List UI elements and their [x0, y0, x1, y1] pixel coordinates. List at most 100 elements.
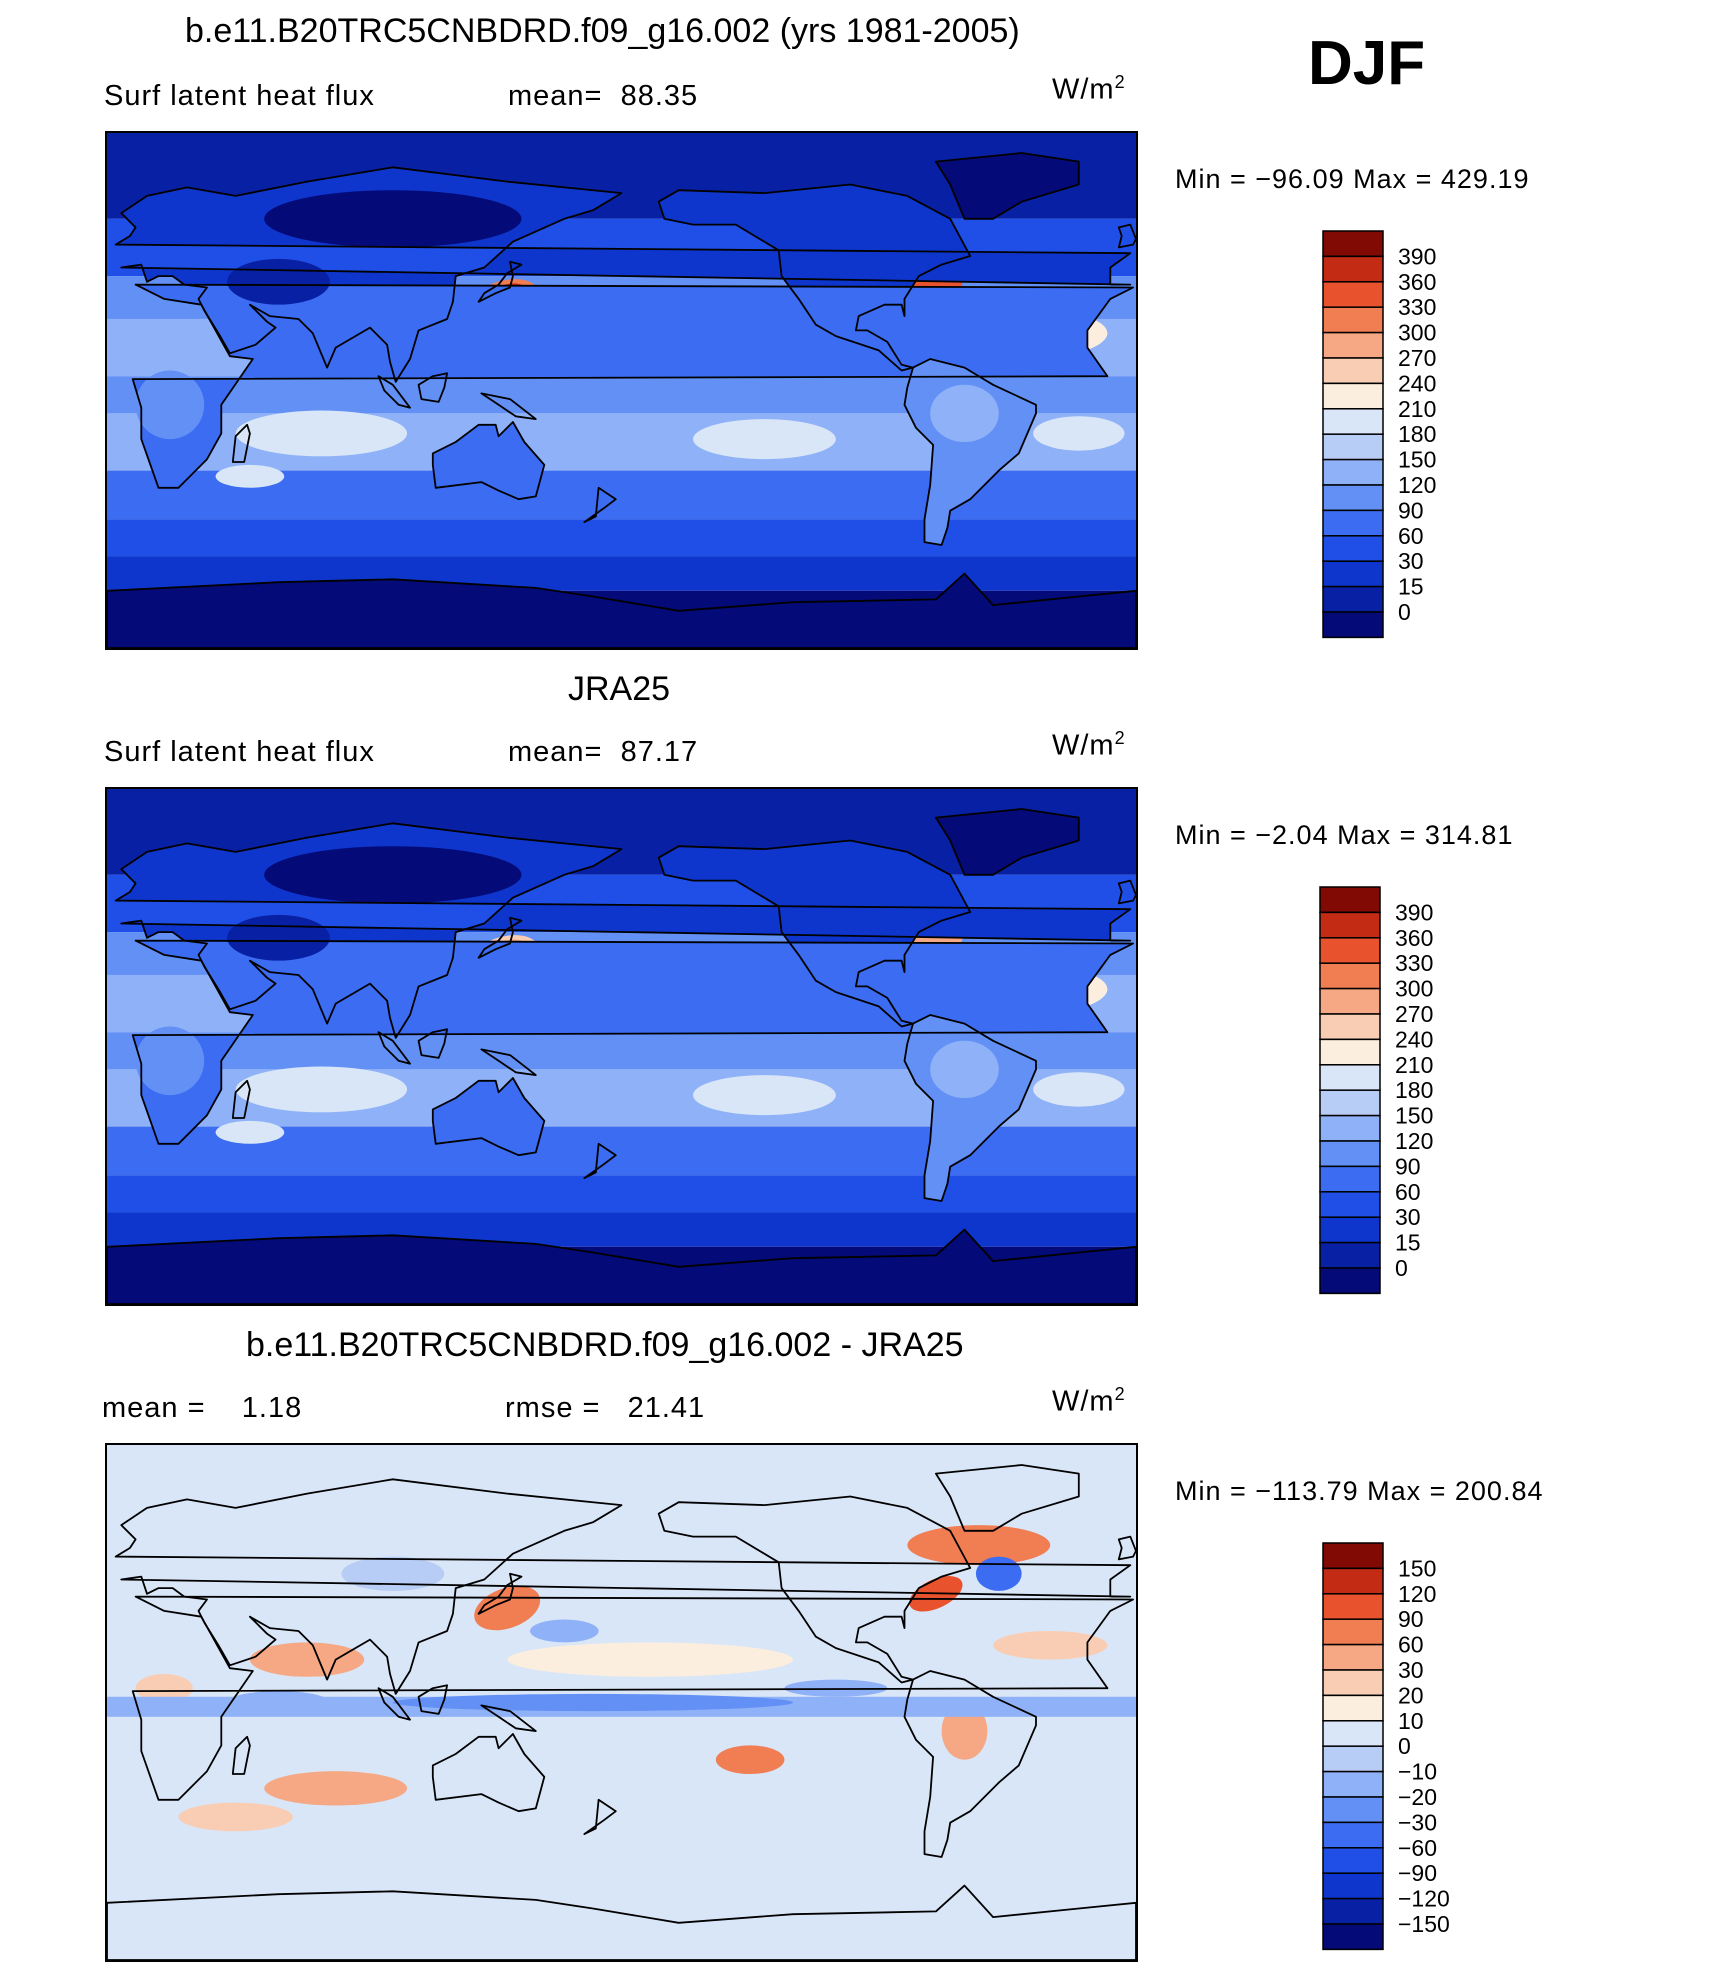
colorbar-swatch — [1322, 1745, 1384, 1773]
colorbar-swatch — [1322, 1821, 1384, 1849]
coastline-antarctic — [107, 1884, 1136, 1960]
colorbar-tick-label: 60 — [1398, 523, 1424, 549]
map-panel-diff — [105, 1443, 1138, 1962]
contour-region — [432, 422, 545, 500]
coastline-sumatra — [377, 1031, 411, 1065]
contour-region — [692, 1075, 836, 1116]
contour-band — [107, 519, 1136, 557]
colorbar-swatch — [1322, 1897, 1384, 1925]
units-exp-obs: 2 — [1114, 728, 1126, 748]
colorbar-swatch — [1322, 281, 1384, 308]
map-svg — [107, 133, 1136, 648]
variable-label-model: Surf latent heat flux — [104, 80, 375, 112]
mean-label-obs: mean= 87.17 — [508, 736, 698, 769]
contour-region — [692, 419, 836, 460]
colorbar-swatch — [1319, 1038, 1381, 1066]
contour-region — [264, 190, 522, 248]
coastline-borneo — [417, 1684, 448, 1715]
colorbar-tick-label: 90 — [1398, 1606, 1424, 1632]
colorbar-tick-label: 360 — [1398, 269, 1436, 295]
colorbar-swatch — [1322, 1770, 1384, 1798]
coastline-borneo — [417, 372, 448, 403]
colorbar-tick-label: −90 — [1398, 1860, 1437, 1886]
coastline-africa — [131, 939, 1134, 1145]
mean-value-model: 88.35 — [620, 80, 699, 112]
colorbar-tick-label: −20 — [1398, 1784, 1437, 1810]
coastline-uk — [1117, 879, 1136, 905]
colorbar-tick-label: 300 — [1398, 320, 1436, 346]
contour-region — [392, 1693, 793, 1712]
colorbar-tick-label: 240 — [1398, 370, 1436, 396]
contour-region — [658, 184, 971, 371]
minmax-label-model: Min = −96.09 Max = 429.19 — [1175, 164, 1530, 194]
coastline-samerica — [903, 1670, 1037, 1858]
panel-title-diff: b.e11.B20TRC5CNBDRD.f09_g16.002 - JRA25 — [246, 1326, 964, 1364]
map-panel-obs — [105, 787, 1138, 1306]
coastline-australia — [431, 1077, 546, 1157]
colorbar-tick-label: 0 — [1395, 1255, 1408, 1281]
coastline-eurasia — [114, 822, 1132, 1039]
panel-title-model: b.e11.B20TRC5CNBDRD.f09_g16.002 (yrs 198… — [185, 12, 1020, 50]
colorbar-swatch — [1319, 1191, 1381, 1218]
coastline-africa — [131, 1595, 1134, 1801]
colorbar-swatch — [1319, 1140, 1381, 1168]
contour-region — [432, 1078, 545, 1156]
units-exp-diff: 2 — [1114, 1384, 1126, 1404]
colorbar-swatch — [1322, 1872, 1384, 1900]
colorbar-tick-label: 150 — [1395, 1103, 1433, 1129]
coastline-ng — [480, 1048, 537, 1076]
colorbar-swatch — [1319, 1267, 1381, 1295]
contour-region — [178, 1802, 293, 1832]
colorbar-tick-label: 300 — [1395, 976, 1433, 1002]
colorbar-swatch — [1322, 382, 1384, 410]
colorbar-swatch — [1322, 611, 1384, 639]
units-exp-model: 2 — [1114, 72, 1126, 92]
mean-value-obs: 87.17 — [620, 736, 699, 768]
colorbar-tick-label: −30 — [1398, 1809, 1437, 1835]
contour-region — [135, 1673, 193, 1703]
contour-region — [215, 464, 285, 488]
coastline-antarctic — [107, 572, 1136, 648]
colorbar-tick-label: −150 — [1398, 1911, 1450, 1937]
colorbar-swatch — [1319, 911, 1381, 939]
contour-region — [530, 1619, 599, 1643]
colorbar-tick-label: 15 — [1398, 574, 1424, 600]
mean-label-diff: mean = 1.18 — [102, 1392, 302, 1425]
colorbar-swatch — [1322, 1618, 1384, 1646]
coastline-madagascar — [231, 423, 251, 463]
units-base-obs: W/m — [1052, 729, 1115, 762]
colorbar-swatch — [1322, 1923, 1384, 1951]
contour-region — [107, 1229, 1136, 1304]
colorbar-swatch — [1322, 1643, 1384, 1671]
coastline-uk — [1117, 1535, 1136, 1561]
coastline-eurasia — [114, 166, 1132, 383]
map-svg — [107, 1445, 1136, 1960]
colorbar-tick-label: −120 — [1398, 1886, 1450, 1912]
coastline-nz — [583, 486, 617, 523]
contour-region — [507, 1642, 793, 1677]
contour-region — [235, 1066, 408, 1113]
colorbar-swatch — [1322, 1720, 1384, 1747]
rmse-key-diff: rmse = — [505, 1392, 601, 1424]
contour-region — [658, 840, 971, 1027]
contour-region — [135, 1026, 205, 1096]
colorbar-swatch — [1319, 1216, 1381, 1244]
contour-region — [132, 940, 1134, 1144]
coastline-australia — [431, 1733, 546, 1813]
coastline-ng — [480, 1704, 537, 1732]
coastline-namerica — [657, 1495, 972, 1684]
coastline-eurasia — [114, 1478, 1132, 1695]
colorbar-tick-label: 210 — [1395, 1052, 1433, 1078]
colorbar-swatch — [1322, 1694, 1384, 1722]
contour-region — [715, 1745, 785, 1775]
coastline-madagascar — [231, 1079, 251, 1119]
coastline-ng — [480, 392, 537, 420]
coastline-madagascar — [231, 1735, 251, 1775]
colorbar-swatch — [1319, 1013, 1381, 1041]
contour-region — [227, 1691, 330, 1714]
colorbar-tick-label: 240 — [1395, 1026, 1433, 1052]
contour-region — [215, 1120, 285, 1144]
units-base-model: W/m — [1052, 73, 1115, 106]
units-label-obs: W/m2 — [1052, 728, 1126, 763]
